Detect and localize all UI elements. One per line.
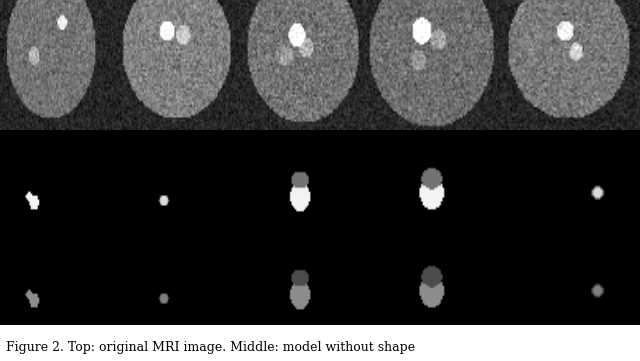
Text: Figure 2. Top: original MRI image. Middle: model without shape: Figure 2. Top: original MRI image. Middl… [6,341,415,354]
